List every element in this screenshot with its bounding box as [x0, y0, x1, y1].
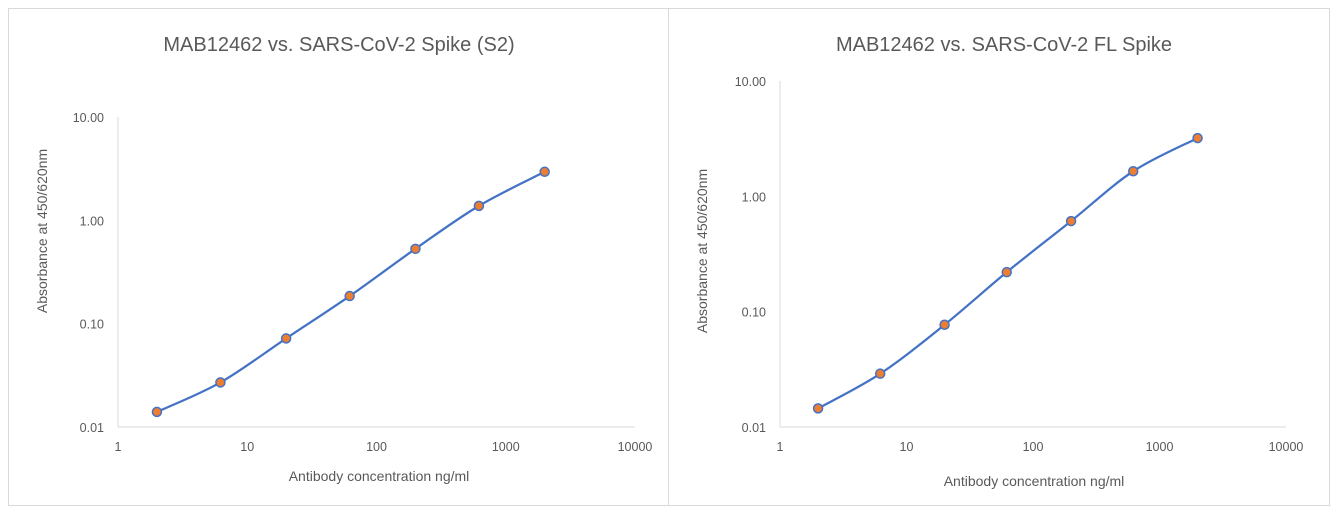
x-tick-label: 1	[115, 440, 122, 454]
tick-labels: 1 10 100 1000 10000 0.01 0.10 1.00 10.00	[73, 111, 653, 454]
x-tick-label: 1	[777, 440, 784, 454]
y-tick-label: 1.00	[742, 190, 766, 204]
data-point	[280, 333, 292, 344]
x-axis-label: Antibody concentration ng/ml	[944, 473, 1125, 489]
x-axis-label: Antibody concentration ng/ml	[289, 468, 470, 484]
x-tick-label: 10	[900, 440, 914, 454]
y-tick-label: 0.10	[742, 306, 766, 320]
data-series	[812, 132, 1203, 414]
data-point	[874, 368, 886, 379]
data-point	[344, 290, 355, 302]
data-point	[1001, 266, 1012, 278]
y-tick-label: 0.01	[742, 421, 766, 435]
x-tick-label: 1000	[1146, 440, 1174, 454]
data-point	[473, 200, 485, 212]
data-point	[1192, 132, 1203, 144]
y-axis-label: Absorbance at 450/620nm	[694, 169, 710, 333]
x-tick-label: 10000	[618, 440, 653, 454]
data-point	[151, 406, 163, 418]
x-tick-label: 100	[366, 440, 387, 454]
y-axis-label: Absorbance at 450/620nm	[34, 149, 50, 313]
data-point	[1065, 215, 1077, 227]
chart-panel-s2: MAB12462 vs. SARS-CoV-2 Spike (S2) Absor…	[8, 8, 669, 506]
x-tick-label: 1000	[492, 440, 520, 454]
data-point	[1127, 166, 1139, 177]
data-point	[215, 377, 226, 388]
x-tick-label: 10000	[1269, 440, 1304, 454]
chart-panel-fl: MAB12462 vs. SARS-CoV-2 FL Spike Absorba…	[668, 8, 1330, 506]
chart-fl-svg: MAB12462 vs. SARS-CoV-2 FL Spike Absorba…	[694, 34, 1304, 489]
data-point	[410, 243, 421, 255]
data-point	[539, 166, 550, 178]
chart-title: MAB12462 vs. SARS-CoV-2 Spike (S2)	[163, 34, 514, 56]
y-tick-label: 1.00	[80, 214, 104, 228]
y-tick-label: 0.10	[80, 318, 104, 332]
y-tick-label: 10.00	[735, 75, 766, 89]
x-tick-label: 10	[240, 440, 254, 454]
axes	[117, 117, 635, 428]
data-point	[939, 319, 950, 331]
data-point	[812, 403, 824, 414]
chart-s2-svg: MAB12462 vs. SARS-CoV-2 Spike (S2) Absor…	[34, 34, 653, 484]
y-tick-label: 10.00	[73, 111, 104, 125]
chart-title: MAB12462 vs. SARS-CoV-2 FL Spike	[836, 34, 1172, 56]
data-series	[151, 166, 550, 418]
tick-labels: 1 10 100 1000 10000 0.01 0.10 1.00 10.00	[735, 75, 1304, 454]
y-tick-label: 0.01	[80, 421, 104, 435]
x-tick-label: 100	[1023, 440, 1044, 454]
axes	[779, 81, 1286, 428]
